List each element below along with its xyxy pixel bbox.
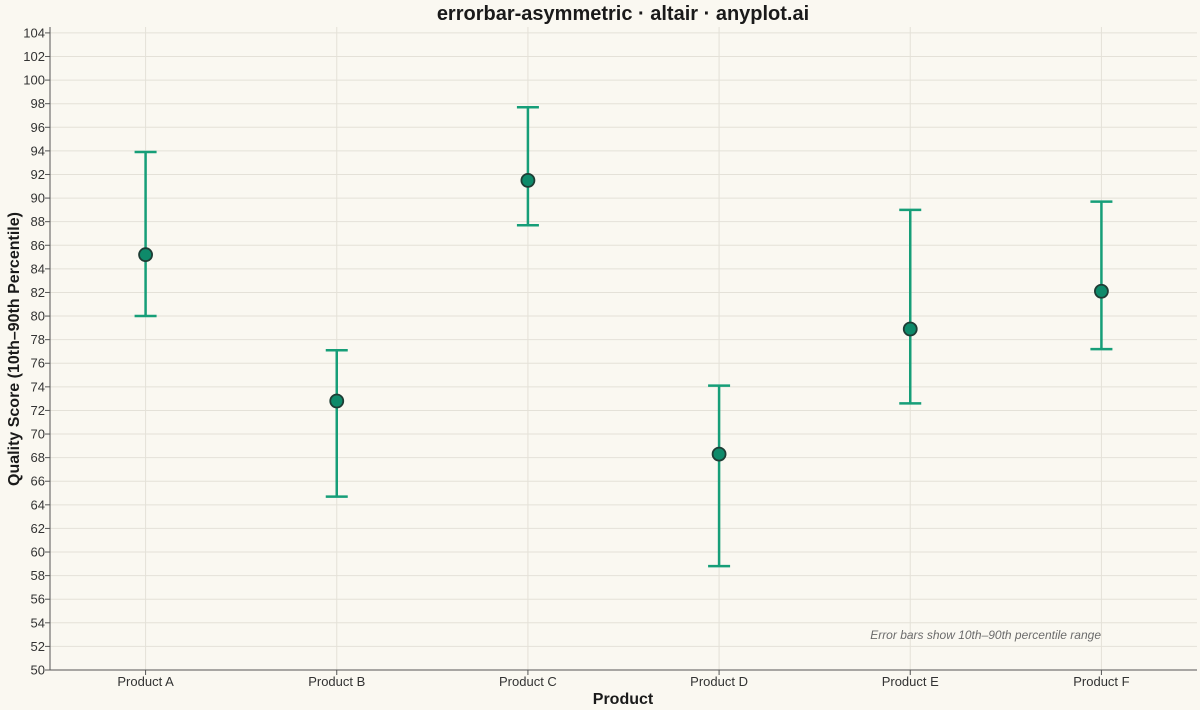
y-tick-label: 72: [31, 403, 45, 418]
y-tick-label: 100: [23, 73, 45, 88]
x-axis-title: Product: [593, 691, 654, 708]
data-point: [902, 321, 918, 337]
y-tick-label: 54: [31, 615, 45, 630]
x-tick-label: Product D: [690, 674, 748, 689]
annotation-note: Error bars show 10th–90th percentile ran…: [870, 628, 1101, 642]
y-tick-label: 98: [31, 96, 45, 111]
y-tick-label: 86: [31, 238, 45, 253]
y-tick-label: 60: [31, 545, 45, 560]
data-point: [711, 446, 727, 462]
x-tick-label: Product E: [882, 674, 939, 689]
y-tick-label: 92: [31, 167, 45, 182]
data-point: [1094, 283, 1109, 299]
x-tick-label: Product A: [117, 674, 174, 689]
y-tick-label: 102: [23, 49, 45, 64]
y-tick-label: 56: [31, 592, 45, 607]
data-point: [520, 172, 536, 188]
y-tick-label: 104: [23, 25, 45, 40]
y-tick-label: 74: [31, 379, 45, 394]
y-tick-label: 66: [31, 474, 45, 489]
y-tick-label: 64: [31, 497, 45, 512]
y-tick-label: 70: [31, 427, 45, 442]
axis-layer: 50 52 54 56 58 60 62 64 66 68 70 72 74 76 78 80 82 84 86 88…: [23, 25, 1197, 689]
y-tick-label: 80: [31, 309, 45, 324]
y-tick-label: 82: [31, 285, 45, 300]
y-tick-label: 94: [31, 143, 45, 158]
y-tick-label: 76: [31, 356, 45, 371]
y-tick-label: 88: [31, 214, 45, 229]
y-tick-label: 50: [31, 663, 45, 678]
y-tick-label: 58: [31, 568, 45, 583]
x-tick-label: Product C: [499, 674, 557, 689]
data-point: [138, 247, 153, 263]
errorbar-layer: [134, 105, 1113, 568]
y-tick-label: 52: [31, 639, 45, 654]
y-tick-label: 84: [31, 261, 45, 276]
data-point: [329, 393, 345, 409]
y-axis-title: Quality Score (10th–90th Percentile): [6, 212, 23, 486]
point-layer: [138, 172, 1109, 462]
y-tick-label: 96: [31, 120, 45, 135]
y-tick-label: 68: [31, 450, 45, 465]
grid-layer: [50, 27, 1197, 671]
x-tick-label: Product F: [1073, 674, 1129, 689]
y-tick-label: 90: [31, 191, 45, 206]
chart-title: errorbar-asymmetric · altair · anyplot.a…: [437, 3, 809, 25]
y-tick-label: 78: [31, 332, 45, 347]
y-tick-label: 62: [31, 521, 45, 536]
x-tick-label: Product B: [308, 674, 365, 689]
